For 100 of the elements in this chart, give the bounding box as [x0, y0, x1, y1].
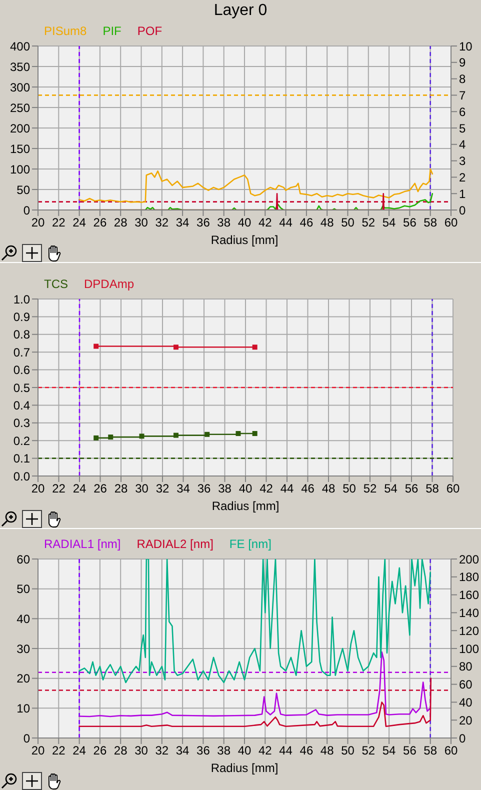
x-axis-title: Radius [mm] — [210, 761, 278, 775]
y2-tick-label: 2 — [459, 170, 466, 184]
y-tick-label: 0.5 — [13, 380, 30, 395]
x-tick-label: 46 — [301, 482, 315, 496]
text: TCS — [44, 277, 68, 291]
y2-tick-label: 80 — [459, 660, 473, 674]
y2-tick-label: 140 — [459, 606, 480, 620]
x-tick-label: 52 — [362, 744, 376, 758]
y-tick-label: 0.0 — [13, 469, 30, 484]
y2-tick-label: 40 — [459, 695, 473, 710]
x-tick-label: 24 — [72, 482, 86, 496]
y-tick-label: 60 — [16, 552, 30, 566]
x-tick-label: 28 — [114, 744, 128, 758]
x-tick-label: 42 — [258, 216, 272, 230]
x-tick-label: 60 — [446, 482, 460, 496]
y2-tick-label: 6 — [459, 104, 466, 119]
text: PIF — [102, 24, 122, 38]
y-tick-label: 0.3 — [13, 416, 30, 430]
x-tick-label: 58 — [426, 482, 440, 496]
y2-tick-label: 4 — [459, 138, 466, 152]
x-tick-label: 30 — [134, 216, 148, 230]
x-tick-label: 52 — [362, 216, 376, 230]
y2-tick-label: 160 — [459, 588, 480, 602]
x-tick-label: 40 — [238, 744, 252, 758]
x-tick-label: 22 — [52, 482, 66, 496]
y-tick-label: 0 — [23, 731, 30, 746]
x-tick-label: 36 — [196, 216, 210, 230]
x-tick-label: 42 — [260, 482, 274, 496]
text: DPDAmp — [84, 277, 134, 291]
x-tick-label: 44 — [279, 216, 293, 230]
x-tick-label: 50 — [341, 216, 355, 230]
y-tick-label: 400 — [10, 39, 30, 54]
x-tick-label: 24 — [72, 744, 86, 758]
x-tick-label: 42 — [258, 744, 272, 758]
x-tick-label: 34 — [176, 216, 190, 230]
y2-tick-label: 8 — [459, 72, 466, 86]
y-tick-label: 0.4 — [13, 398, 30, 412]
x-tick-label: 30 — [135, 482, 149, 496]
x-tick-label: 38 — [218, 482, 232, 496]
y-tick-label: 0.9 — [13, 310, 30, 324]
y-tick-label: 50 — [16, 582, 30, 596]
x-axis-title: Radius [mm] — [210, 233, 278, 247]
series-label: FE [nm] — [229, 537, 272, 551]
y2-tick-label: 3 — [459, 154, 466, 168]
y2-tick-label: 120 — [459, 624, 480, 638]
text: RADIAL1 [nm] — [44, 537, 121, 551]
x-tick-label: 30 — [134, 744, 148, 758]
x-tick-label: 60 — [444, 216, 458, 230]
y2-tick-label: 60 — [459, 678, 473, 692]
x-tick-label: 36 — [197, 482, 211, 496]
x-tick-label: 56 — [403, 744, 417, 758]
y2-tick-label: 9 — [459, 56, 466, 70]
x-tick-label: 26 — [93, 216, 107, 230]
text: PISum8 — [44, 24, 87, 38]
x-tick-label: 22 — [52, 216, 66, 230]
y-tick-label: 10 — [16, 701, 30, 716]
x-tick-label: 38 — [217, 744, 231, 758]
y-tick-label: 0.2 — [13, 434, 30, 448]
x-tick-label: 26 — [93, 744, 107, 758]
x-tick-label: 34 — [176, 482, 190, 496]
x-axis-title: Radius [mm] — [212, 499, 280, 513]
x-tick-label: 56 — [403, 216, 417, 230]
y-tick-label: 0 — [23, 203, 30, 218]
x-tick-label: 48 — [320, 744, 334, 758]
y2-tick-label: 10 — [459, 39, 473, 54]
text: POF — [137, 24, 162, 38]
x-tick-label: 32 — [155, 216, 169, 230]
y2-tick-label: 0 — [459, 731, 466, 746]
y-tick-label: 20 — [16, 672, 30, 686]
x-tick-label: 56 — [404, 482, 418, 496]
x-tick-label: 54 — [384, 482, 398, 496]
x-tick-label: 34 — [176, 744, 190, 758]
x-tick-label: 60 — [444, 744, 458, 758]
y-tick-label: 0.1 — [13, 452, 30, 466]
y-tick-label: 0.7 — [13, 345, 30, 360]
y-tick-label: 1.0 — [13, 292, 30, 306]
x-tick-label: 22 — [52, 744, 66, 758]
x-tick-label: 32 — [155, 744, 169, 758]
x-tick-label: 46 — [300, 216, 314, 230]
y-tick-label: 30 — [16, 642, 30, 656]
x-tick-label: 26 — [94, 482, 108, 496]
y-tick-label: 300 — [10, 80, 30, 94]
x-tick-label: 40 — [238, 216, 252, 230]
y-tick-label: 150 — [10, 142, 30, 156]
y-tick-label: 250 — [10, 100, 30, 115]
x-tick-label: 48 — [320, 216, 334, 230]
x-tick-label: 44 — [280, 482, 294, 496]
x-tick-label: 44 — [279, 744, 293, 758]
x-tick-label: 48 — [322, 482, 336, 496]
x-tick-label: 50 — [342, 482, 356, 496]
y-tick-label: 350 — [10, 60, 30, 74]
chart-title: Layer 0 — [212, 1, 268, 21]
y-tick-label: 0.8 — [13, 328, 30, 342]
x-tick-label: 36 — [196, 744, 210, 758]
y-tick-label: 100 — [10, 162, 30, 176]
x-tick-label: 32 — [156, 482, 170, 496]
x-tick-label: 58 — [424, 216, 438, 230]
y2-tick-label: 1 — [459, 186, 466, 201]
y-tick-label: 0.6 — [13, 363, 30, 378]
x-tick-label: 28 — [114, 216, 128, 230]
